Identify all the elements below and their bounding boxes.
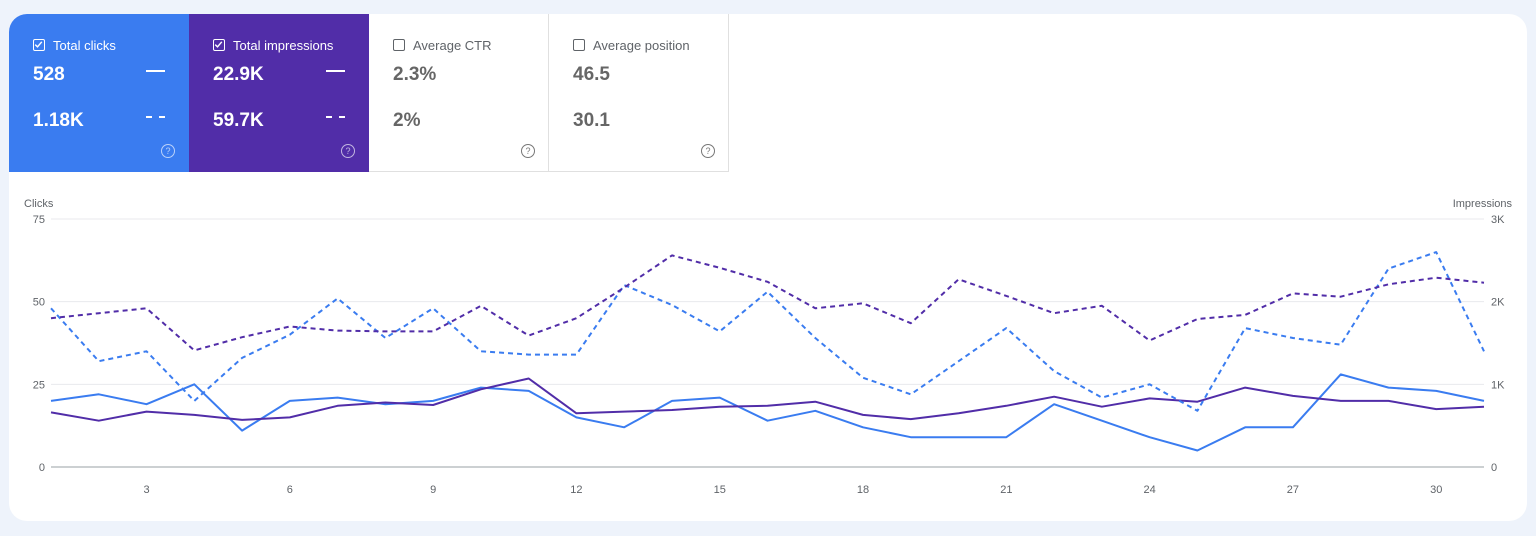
metric-average-ctr[interactable]: Average CTR 2.3% 2% ? — [369, 14, 549, 172]
y-tick-left: 50 — [33, 297, 45, 309]
metric-tabs: Total clicks 528 1.18K ? Total impressio… — [9, 14, 729, 172]
clicks-previous-line — [50, 251, 1485, 412]
performance-card: Total clicks 528 1.18K ? Total impressio… — [9, 14, 1527, 521]
y-tick-left: 25 — [33, 379, 45, 391]
metric-previous-value: 2% — [393, 110, 421, 131]
x-tick-label: 3 — [143, 484, 149, 496]
metric-current-value: 528 — [33, 64, 65, 85]
y-tick-right: 1K — [1491, 379, 1505, 391]
x-tick-label: 21 — [1000, 484, 1012, 496]
dashed-line-icon — [326, 116, 345, 118]
metric-label: Total clicks — [53, 38, 116, 53]
right-axis-title: Impressions — [1453, 198, 1513, 210]
chart-series — [50, 251, 1485, 452]
left-axis-title: Clicks — [24, 198, 54, 210]
x-tick-label: 18 — [857, 484, 869, 496]
metric-label: Average position — [593, 38, 690, 53]
solid-line-icon — [146, 70, 165, 72]
checkbox-checked-icon[interactable] — [213, 39, 225, 51]
x-tick-label: 30 — [1430, 484, 1442, 496]
help-icon[interactable]: ? — [701, 144, 715, 158]
metric-previous-value: 59.7K — [213, 110, 264, 131]
y-tick-right: 2K — [1491, 297, 1505, 309]
chart-grid — [51, 218, 1484, 468]
metric-current-value: 46.5 — [573, 64, 610, 85]
y-tick-left: 0 — [39, 462, 45, 474]
x-tick-label: 12 — [570, 484, 582, 496]
metric-previous-value: 30.1 — [573, 110, 610, 131]
metric-total-clicks[interactable]: Total clicks 528 1.18K ? — [9, 14, 189, 172]
axis-ticks: 0 0 25 1K 50 2K 75 3K 3 6 9 12 15 18 21 24 27 30 — [33, 214, 1505, 496]
help-icon[interactable]: ? — [341, 144, 355, 158]
help-icon[interactable]: ? — [161, 144, 175, 158]
dashed-line-icon — [146, 116, 165, 118]
metric-label: Average CTR — [413, 38, 492, 53]
metric-current-value: 2.3% — [393, 64, 437, 85]
x-tick-label: 15 — [714, 484, 726, 496]
checkbox-unchecked-icon[interactable] — [573, 39, 585, 51]
impressions-previous-line — [50, 254, 1485, 352]
y-tick-right: 0 — [1491, 462, 1497, 474]
solid-line-icon — [326, 70, 345, 72]
x-tick-label: 6 — [287, 484, 293, 496]
x-tick-label: 9 — [430, 484, 436, 496]
metric-total-impressions[interactable]: Total impressions 22.9K 59.7K ? — [189, 14, 369, 172]
y-tick-left: 75 — [33, 214, 45, 226]
checkbox-unchecked-icon[interactable] — [393, 39, 405, 51]
metric-average-position[interactable]: Average position 46.5 30.1 ? — [549, 14, 729, 172]
x-tick-label: 27 — [1287, 484, 1299, 496]
metric-label: Total impressions — [233, 38, 334, 53]
help-icon[interactable]: ? — [521, 144, 535, 158]
metric-previous-value: 1.18K — [33, 110, 84, 131]
clicks-current-line — [50, 373, 1485, 452]
x-tick-label: 24 — [1144, 484, 1156, 496]
performance-chart: Clicks Impressions 0 0 25 1K 50 2K 75 3K 3 6 9 12 15… — [24, 198, 1513, 496]
checkbox-checked-icon[interactable] — [33, 39, 45, 51]
metric-current-value: 22.9K — [213, 64, 264, 85]
impressions-current-line — [50, 377, 1485, 422]
y-tick-right: 3K — [1491, 214, 1505, 226]
